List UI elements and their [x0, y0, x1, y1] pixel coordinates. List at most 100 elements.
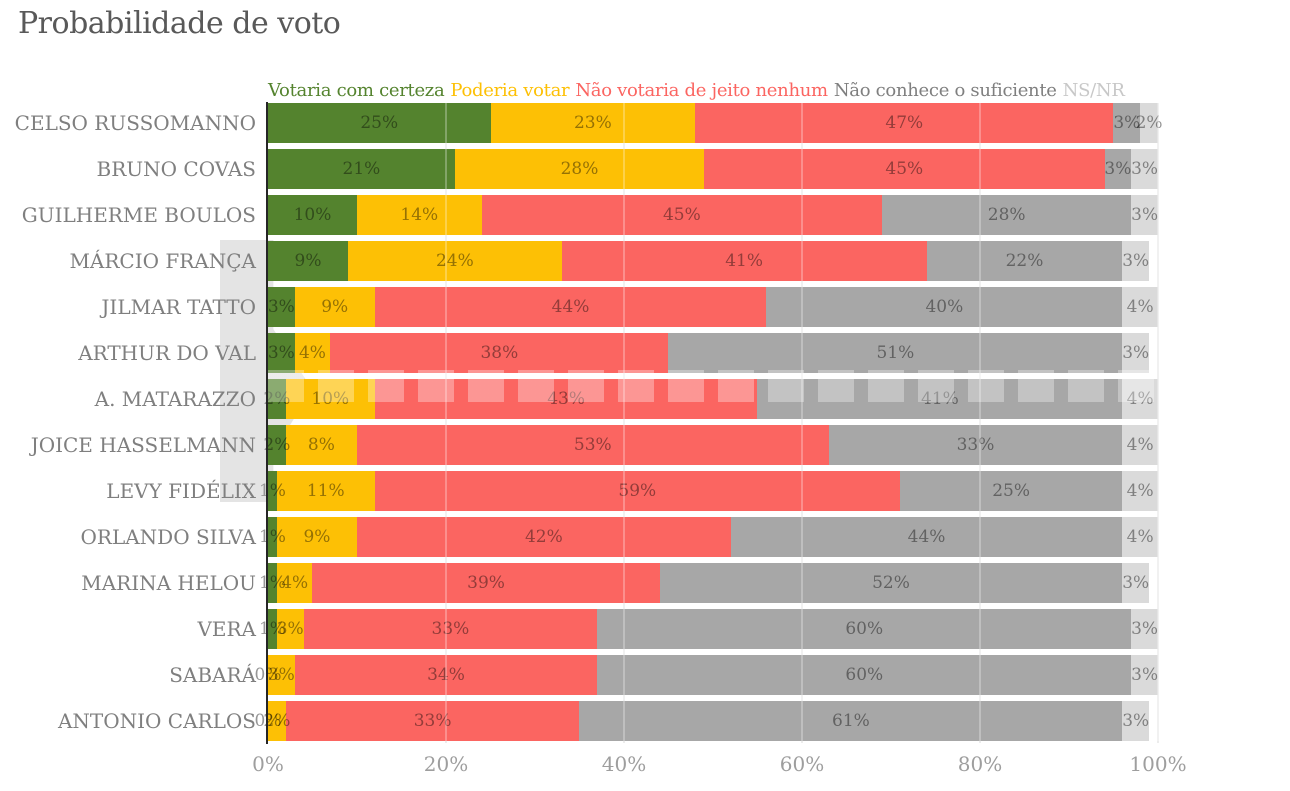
bar-segment: 3% [1131, 149, 1158, 189]
bar-value-label: 2% [1135, 113, 1163, 133]
bar-segment: 3% [1122, 333, 1149, 373]
bar-value-label: 44% [907, 527, 946, 547]
legend-item: Poderia votar [450, 80, 570, 101]
bar-segment: 47% [695, 103, 1114, 143]
bar-value-label: 4% [298, 343, 326, 363]
bar-segment: 11% [276, 471, 375, 511]
bar-value-label: 3% [1131, 205, 1159, 225]
bar-segment: 51% [668, 333, 1123, 373]
chart-row: JOICE HASSELMANN 2% 8% 53% 33% 4% [0, 425, 1158, 465]
bar-value-label: 60% [845, 665, 884, 685]
chart-row: A. MATARAZZO 2% 10% 43% 41% 4% [0, 379, 1158, 419]
bar-value-label: 3% [276, 619, 304, 639]
legend-item: Não votaria de jeito nenhum [575, 80, 828, 101]
bar-segment: 34% [294, 655, 598, 695]
x-axis-tick-label: 0% [252, 752, 284, 776]
bar-value-label: 4% [281, 573, 309, 593]
bar-stack: 1% 11% 59% 25% 4% [259, 471, 1158, 511]
bar-chart-plot: CELSO RUSSOMANNO 25% 23% 47% 3% 2% BRUNO COVAS… [0, 103, 1163, 747]
bar-segment: 4% [1122, 425, 1158, 465]
bar-value-label: 45% [885, 159, 924, 179]
x-axis-tick-label: 20% [423, 752, 469, 776]
bar-segment: 44% [374, 287, 767, 327]
bar-value-label: 23% [573, 113, 612, 133]
bar-stack: 0% 3% 34% 60% 3% [255, 655, 1158, 695]
bar-value-label: 53% [573, 435, 612, 455]
bar-segment: 4% [1122, 471, 1158, 511]
bar-segment: 59% [374, 471, 900, 511]
bar-stack: 2% 10% 43% 41% 4% [263, 379, 1158, 419]
chart-row: ANTONIO CARLOS 0% 2% 33% 61% 3% [0, 701, 1158, 741]
bar-segment: 2% [1136, 103, 1163, 143]
bar-segment: 38% [330, 333, 669, 373]
bar-value-label: 3% [267, 297, 295, 317]
bar-value-label: 41% [725, 251, 764, 271]
bar-segment: 4% [276, 563, 313, 603]
bar-stack: 2% 8% 53% 33% 4% [263, 425, 1158, 465]
bar-segment: 52% [659, 563, 1123, 603]
bar-segment: 2% [263, 425, 290, 465]
legend-item: NS/NR [1062, 80, 1125, 101]
bar-value-label: 34% [427, 665, 465, 685]
bar-value-label: 44% [551, 297, 590, 317]
bar-segment: 3% [268, 333, 295, 373]
bar-segment: 9% [268, 241, 349, 281]
bar-segment: 3% [1131, 195, 1158, 235]
bar-value-label: 1% [258, 481, 286, 501]
bar-value-label: 38% [480, 343, 519, 363]
bar-value-label: 4% [1126, 527, 1154, 547]
x-axis-tick-label: 80% [957, 752, 1003, 776]
bar-segment: 33% [285, 701, 580, 741]
bar-segment: 3% [277, 609, 304, 649]
category-label: LEVY FIDÉLIX [106, 479, 256, 503]
bar-segment: 21% [268, 149, 455, 189]
category-label: CELSO RUSSOMANNO [14, 111, 256, 135]
bar-value-label: 51% [876, 343, 915, 363]
chart-legend: Votaria com certeza Poderia votar Não vota… [268, 80, 1131, 101]
bar-value-label: 61% [832, 711, 870, 731]
category-label: JOICE HASSELMANN [30, 433, 256, 457]
bar-segment: 42% [356, 517, 731, 557]
chart-row: MÁRCIO FRANÇA 9% 24% 41% 22% 3% [0, 241, 1158, 281]
bar-value-label: 39% [467, 573, 505, 593]
bar-value-label: 3% [1104, 159, 1132, 179]
chart-row: ARTHUR DO VAL 3% 4% 38% 51% 3% [0, 333, 1158, 373]
chart-row: SABARÁ 0% 3% 34% 60% 3% [0, 655, 1158, 695]
category-label: ANTONIO CARLOS [57, 709, 256, 733]
x-axis-tick-label: 100% [1129, 752, 1187, 776]
bar-segment: 45% [481, 195, 883, 235]
bar-value-label: 14% [400, 205, 439, 225]
bar-stack: 1% 3% 33% 60% 3% [259, 609, 1158, 649]
bar-segment: 40% [766, 287, 1123, 327]
bar-value-label: 4% [1126, 297, 1154, 317]
bar-segment: 45% [704, 149, 1105, 189]
x-axis-tick-label: 40% [601, 752, 647, 776]
bar-value-label: 47% [885, 113, 924, 133]
bar-value-label: 4% [1127, 389, 1154, 409]
chart-row: MARINA HELOU 1% 4% 39% 52% 3% [0, 563, 1158, 603]
y-axis-line [266, 102, 268, 744]
bar-value-label: 3% [1122, 573, 1150, 593]
bar-value-label: 3% [1122, 711, 1150, 731]
bar-segment: 1% [259, 563, 286, 603]
bar-value-label: 28% [560, 159, 599, 179]
bar-value-label: 0% [254, 711, 282, 731]
bar-value-label: 42% [524, 527, 563, 547]
bar-segment: 33% [303, 609, 598, 649]
gridline-overlay [801, 103, 803, 741]
bar-segment: 28% [882, 195, 1132, 235]
bar-value-label: 2% [263, 435, 291, 455]
gridline [801, 103, 803, 743]
chart-title: Probabilidade de voto [18, 6, 341, 41]
bar-value-label: 0% [254, 665, 282, 685]
category-label: ORLANDO SILVA [80, 525, 256, 549]
bar-value-label: 41% [921, 389, 959, 409]
bar-segment: 23% [490, 103, 696, 143]
bar-segment: 60% [597, 609, 1132, 649]
bar-segment: 25% [268, 103, 491, 143]
bar-value-label: 3% [267, 665, 295, 685]
category-label: SABARÁ [169, 663, 256, 687]
bar-stack: 10% 14% 45% 28% 3% [268, 195, 1158, 235]
bar-segment: 61% [579, 701, 1123, 741]
bar-segment: 9% [276, 517, 357, 557]
